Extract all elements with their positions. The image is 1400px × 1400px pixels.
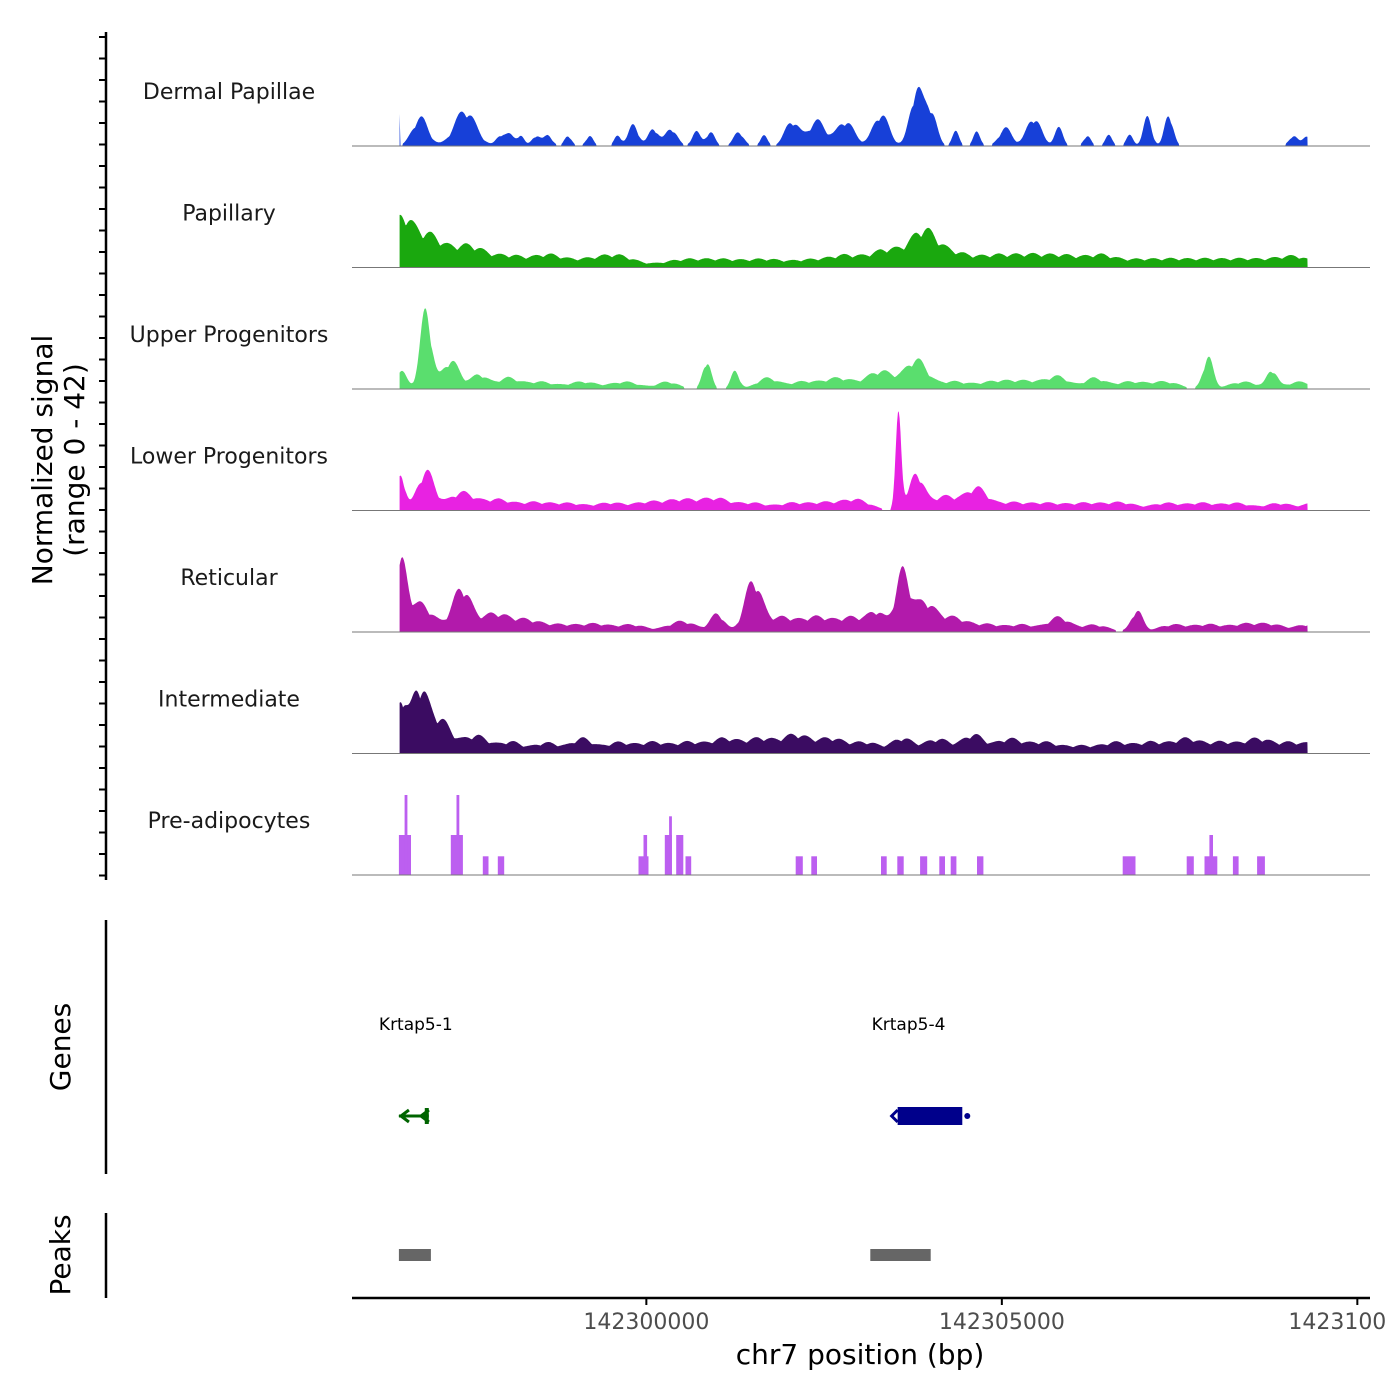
coverage-bar <box>881 856 887 875</box>
coverage-area <box>399 411 1308 511</box>
coverage-bar <box>664 835 672 875</box>
x-tick-label: 1423100 <box>1288 1310 1386 1335</box>
coverage-bar <box>685 856 692 875</box>
peaks-panel-title: Peaks <box>44 1214 77 1295</box>
coverage-bar <box>897 856 904 875</box>
coverage-bar <box>676 835 684 875</box>
x-axis-title: chr7 position (bp) <box>736 1338 985 1371</box>
coverage-bar <box>497 856 505 875</box>
peak-region <box>870 1249 931 1261</box>
genes-panel-title: Genes <box>44 1003 77 1091</box>
track-papillary: Papillary <box>182 202 1370 268</box>
gene-exon <box>424 1108 429 1124</box>
coverage-bar <box>1257 856 1265 875</box>
coverage-bar <box>1186 856 1194 875</box>
track-lower-progenitors: Lower Progenitors <box>130 411 1370 511</box>
gene-krtap5-4: Krtap5-4 <box>872 1015 971 1125</box>
gene-end-marker <box>964 1113 971 1119</box>
coverage-area <box>399 214 1308 268</box>
x-tick-label: 142305000 <box>939 1310 1065 1335</box>
coverage-tracks: Dermal Papillae Papillary Upper Progenitor… <box>130 80 1370 876</box>
track-label: Dermal Papillae <box>143 80 315 105</box>
track-label: Intermediate <box>158 688 300 713</box>
y-axis-title-line2: (range 0 - 42) <box>58 363 91 557</box>
strand-arrow <box>889 1108 899 1124</box>
coverage-bar <box>920 856 928 875</box>
y-axis-title-line1: Normalized signal <box>26 335 59 586</box>
gene-exon <box>897 1107 963 1125</box>
coverage-bar <box>795 856 803 875</box>
coverage-bar <box>1232 856 1239 875</box>
peak-region <box>398 1249 431 1261</box>
x-axis: 142300000 142305000 1423100 <box>352 1296 1386 1335</box>
coverage-bar <box>482 856 489 875</box>
peaks-panel: Peaks <box>44 1213 931 1298</box>
track-upper-progenitors: Upper Progenitors <box>130 308 1370 390</box>
coverage-bar <box>811 856 817 875</box>
coverage-bar <box>456 795 460 875</box>
track-label: Upper Progenitors <box>130 323 329 348</box>
track-intermediate: Intermediate <box>158 688 1370 754</box>
track-reticular: Reticular <box>180 557 1370 633</box>
coverage-bar <box>977 856 984 875</box>
gene-label: Krtap5-4 <box>872 1015 946 1035</box>
coverage-bar <box>950 856 957 875</box>
x-tick-label: 142300000 <box>583 1310 709 1335</box>
track-dermal-papillae: Dermal Papillae <box>143 80 1370 147</box>
coverage-bar <box>939 856 945 875</box>
track-label: Reticular <box>180 566 278 591</box>
coverage-bar <box>1122 856 1136 875</box>
coverage-area <box>399 690 1308 754</box>
coverage-bar <box>404 795 408 875</box>
track-label: Pre-adipocytes <box>148 809 311 834</box>
strand-arrow <box>398 1108 410 1124</box>
gene-krtap5-1: Krtap5-1 <box>379 1015 453 1124</box>
coverage-bar <box>643 835 648 875</box>
track-pre-adipocytes: Pre-adipocytes <box>148 795 1370 876</box>
track-label: Lower Progenitors <box>130 445 328 470</box>
genes-panel: Genes Krtap5-1 Krtap5-4 <box>44 920 971 1174</box>
coverage-bar <box>1209 835 1213 875</box>
coverage-y-axis <box>99 32 108 880</box>
coverage-area <box>399 86 1308 146</box>
gene-label: Krtap5-1 <box>379 1015 453 1035</box>
coverage-area <box>399 308 1308 389</box>
coverage-area <box>399 557 1308 632</box>
coverage-bar <box>669 816 672 875</box>
y-axis-title: Normalized signal (range 0 - 42) <box>26 335 91 586</box>
track-label: Papillary <box>182 202 276 227</box>
